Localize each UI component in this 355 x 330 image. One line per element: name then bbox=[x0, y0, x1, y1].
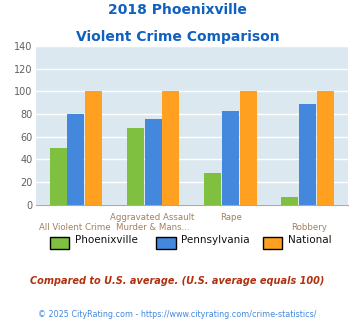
Bar bbox=[317, 91, 334, 205]
Text: © 2025 CityRating.com - https://www.cityrating.com/crime-statistics/: © 2025 CityRating.com - https://www.city… bbox=[38, 310, 317, 319]
Text: Compared to U.S. average. (U.S. average equals 100): Compared to U.S. average. (U.S. average … bbox=[30, 276, 325, 285]
Bar bbox=[222, 111, 239, 205]
Bar bbox=[85, 91, 102, 205]
Bar bbox=[127, 128, 144, 205]
Bar bbox=[162, 91, 179, 205]
Bar bbox=[50, 148, 67, 205]
Text: Rape: Rape bbox=[220, 213, 242, 222]
Text: Phoenixville: Phoenixville bbox=[75, 235, 137, 245]
Bar bbox=[144, 118, 162, 205]
Text: 2018 Phoenixville: 2018 Phoenixville bbox=[108, 3, 247, 17]
Text: National: National bbox=[288, 235, 331, 245]
Bar bbox=[204, 173, 221, 205]
Text: Robbery: Robbery bbox=[291, 223, 327, 232]
Text: Aggravated Assault: Aggravated Assault bbox=[110, 213, 195, 222]
Text: Violent Crime Comparison: Violent Crime Comparison bbox=[76, 30, 279, 44]
Text: All Violent Crime: All Violent Crime bbox=[39, 223, 110, 232]
Bar bbox=[240, 91, 257, 205]
Bar bbox=[67, 114, 84, 205]
Text: Murder & Mans...: Murder & Mans... bbox=[116, 223, 190, 232]
Bar bbox=[281, 197, 298, 205]
Bar bbox=[299, 104, 316, 205]
Text: Pennsylvania: Pennsylvania bbox=[181, 235, 250, 245]
